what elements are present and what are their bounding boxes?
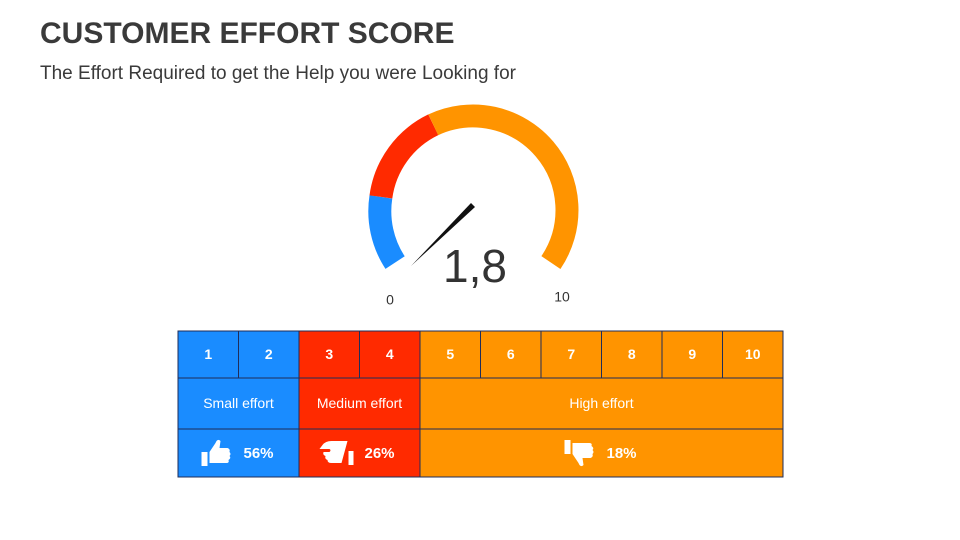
scale-label: 8 bbox=[628, 346, 636, 362]
scale-label: 1 bbox=[204, 346, 212, 362]
subtitle: The Effort Required to get the Help you … bbox=[40, 63, 517, 84]
gauge-max: 10 bbox=[554, 289, 570, 305]
scale-label: 4 bbox=[386, 346, 394, 362]
gauge-value: 1,8 bbox=[443, 240, 507, 292]
share-label: 26% bbox=[365, 445, 395, 462]
level-cell bbox=[177, 377, 300, 430]
title: CUSTOMER EFFORT SCORE bbox=[40, 17, 454, 50]
effort-icon bbox=[201, 439, 231, 466]
scale-cell bbox=[661, 330, 723, 379]
level-cell bbox=[419, 377, 784, 430]
scale-cell bbox=[298, 330, 360, 379]
share-label: 18% bbox=[607, 445, 637, 462]
level-label: Small effort bbox=[203, 395, 274, 411]
scale-label: 7 bbox=[567, 346, 575, 362]
scale-label: 2 bbox=[265, 346, 273, 362]
effort-table: 1 2 3 4 5 6 7 8 9 10 Small effort 56% Medium effort 2… bbox=[177, 330, 784, 478]
gauge bbox=[368, 104, 579, 270]
share-cell bbox=[298, 428, 421, 478]
level-label: High effort bbox=[569, 395, 633, 411]
scale-cell bbox=[722, 330, 784, 379]
gauge-needle bbox=[411, 203, 475, 266]
gauge-arc bbox=[369, 114, 439, 199]
gauge-min: 0 bbox=[386, 292, 394, 308]
share-cell bbox=[419, 428, 784, 478]
scale-cell bbox=[480, 330, 542, 379]
level-cell bbox=[298, 377, 421, 430]
gauge-arc bbox=[368, 195, 405, 269]
gauge-arc bbox=[428, 104, 579, 270]
scale-cell bbox=[177, 330, 239, 379]
scale-cell bbox=[359, 330, 421, 379]
scale-label: 10 bbox=[745, 346, 761, 362]
scale-label: 5 bbox=[446, 346, 454, 362]
effort-icon bbox=[319, 441, 354, 465]
scale-label: 9 bbox=[688, 346, 696, 362]
scale-cell bbox=[419, 330, 481, 379]
scale-label: 6 bbox=[507, 346, 515, 362]
effort-icon bbox=[564, 440, 594, 467]
share-cell bbox=[177, 428, 300, 478]
share-label: 56% bbox=[244, 445, 274, 462]
level-label: Medium effort bbox=[317, 395, 402, 411]
scale-label: 3 bbox=[325, 346, 333, 362]
